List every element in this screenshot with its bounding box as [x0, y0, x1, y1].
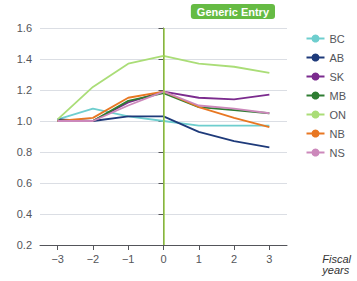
svg-text:2: 2: [231, 253, 237, 265]
svg-text:0.2: 0.2: [17, 239, 32, 251]
svg-text:SK: SK: [330, 71, 345, 83]
svg-text:0: 0: [160, 253, 166, 265]
svg-text:1.0: 1.0: [17, 115, 32, 127]
svg-text:BC: BC: [330, 33, 345, 45]
svg-text:3: 3: [266, 253, 272, 265]
svg-text:1.4: 1.4: [17, 53, 32, 65]
svg-text:−1: −1: [122, 253, 135, 265]
svg-text:0.4: 0.4: [17, 208, 32, 220]
svg-text:Fiscal: Fiscal: [322, 252, 351, 265]
svg-text:Generic Entry: Generic Entry: [197, 6, 270, 18]
svg-text:years: years: [321, 264, 349, 276]
svg-text:NS: NS: [330, 147, 345, 159]
svg-text:NB: NB: [330, 128, 345, 140]
svg-text:−3: −3: [51, 253, 64, 265]
svg-text:ON: ON: [330, 109, 347, 121]
svg-text:1.6: 1.6: [17, 22, 32, 34]
svg-text:−2: −2: [87, 253, 100, 265]
svg-text:0.8: 0.8: [17, 146, 32, 158]
svg-text:MB: MB: [330, 90, 347, 102]
svg-text:0.6: 0.6: [17, 177, 32, 189]
svg-text:AB: AB: [330, 52, 345, 64]
svg-text:1.2: 1.2: [17, 84, 32, 96]
svg-text:1: 1: [196, 253, 202, 265]
